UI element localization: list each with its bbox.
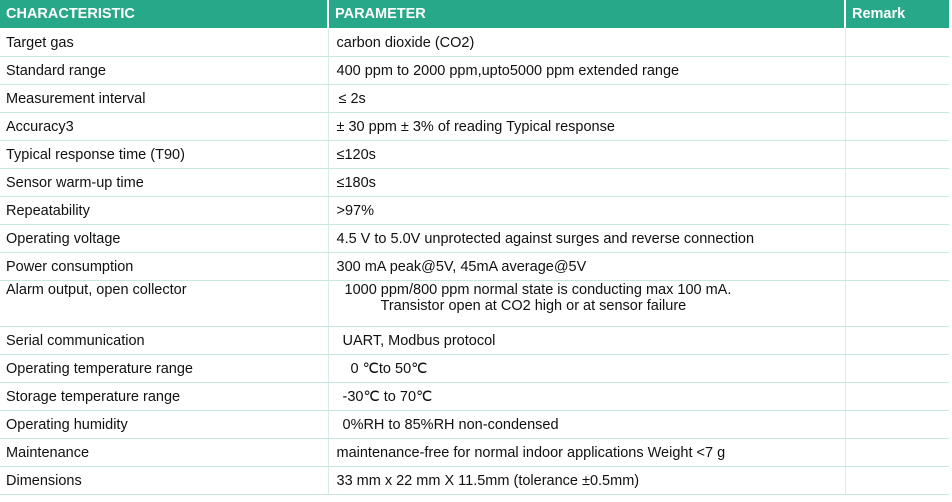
parameter-line: 4.5 V to 5.0V unprotected against surges… <box>336 230 755 247</box>
parameter-line: UART, Modbus protocol <box>342 332 496 349</box>
remark-cell <box>845 280 949 327</box>
parameter-cell: 300 mA peak@5V, 45mA average@5V <box>328 252 846 281</box>
table-row: Measurement interval ≤ 2s <box>0 84 949 113</box>
header-parameter: PARAMETER <box>328 0 846 29</box>
table-row: Maintenance maintenance-free for normal i… <box>0 438 949 467</box>
remark-cell <box>845 326 949 355</box>
table-row: Operating voltage 4.5 V to 5.0V unprotect… <box>0 224 949 253</box>
parameter-line: carbon dioxide (CO2) <box>336 34 475 51</box>
characteristic-cell: Serial communication <box>0 326 329 355</box>
parameter-cell: maintenance-free for normal indoor appli… <box>328 438 846 467</box>
parameter-line: 1000 ppm/800 ppm normal state is conduct… <box>344 282 732 298</box>
characteristic-cell: Standard range <box>0 56 329 85</box>
table-row: Repeatability >97% <box>0 196 949 225</box>
parameter-line: -30℃ to 70℃ <box>342 388 433 405</box>
remark-cell <box>845 354 949 383</box>
characteristic-cell: Target gas <box>0 28 329 57</box>
remark-cell <box>845 438 949 467</box>
parameter-cell: 1000 ppm/800 ppm normal state is conduct… <box>328 280 846 327</box>
parameter-cell: 0 ℃to 50℃ <box>328 354 846 383</box>
table-row: Serial communication UART, Modbus protoco… <box>0 326 949 355</box>
characteristic-cell: Operating humidity <box>0 410 329 439</box>
remark-cell <box>845 382 949 411</box>
parameter-line: ± 30 ppm ± 3% of reading Typical respons… <box>336 118 615 135</box>
characteristic-cell: Typical response time (T90) <box>0 140 329 169</box>
table-row: Target gas carbon dioxide (CO2) <box>0 28 949 57</box>
characteristic-cell: Repeatability <box>0 196 329 225</box>
characteristic-cell: Sensor warm-up time <box>0 168 329 197</box>
header-row: CHARACTERISTIC PARAMETER Remark <box>0 0 949 29</box>
header-remark: Remark <box>845 0 949 29</box>
parameter-cell: 0%RH to 85%RH non-condensed <box>328 410 846 439</box>
table-row: Dimensions 33 mm x 22 mm X 11.5mm (tolera… <box>0 466 949 495</box>
spec-table-body: Target gas carbon dioxide (CO2) Standard r… <box>0 28 949 495</box>
table-row: Storage temperature range -30℃ to 70℃ <box>0 382 949 411</box>
parameter-line: 33 mm x 22 mm X 11.5mm (tolerance ±0.5mm… <box>336 472 640 489</box>
parameter-line: ≤ 2s <box>338 90 366 107</box>
characteristic-cell: Measurement interval <box>0 84 329 113</box>
parameter-cell: 33 mm x 22 mm X 11.5mm (tolerance ±0.5mm… <box>328 466 846 495</box>
remark-cell <box>845 224 949 253</box>
characteristic-cell: Operating voltage <box>0 224 329 253</box>
parameter-cell: -30℃ to 70℃ <box>328 382 846 411</box>
parameter-cell: ± 30 ppm ± 3% of reading Typical respons… <box>328 112 846 141</box>
parameter-cell: ≤180s <box>328 168 846 197</box>
characteristic-cell: Operating temperature range <box>0 354 329 383</box>
parameter-line: 400 ppm to 2000 ppm,upto5000 ppm extende… <box>336 62 680 79</box>
remark-cell <box>845 112 949 141</box>
remark-cell <box>845 56 949 85</box>
characteristic-cell: Accuracy3 <box>0 112 329 141</box>
parameter-cell: >97% <box>328 196 846 225</box>
parameter-line: ≤180s <box>336 174 376 191</box>
remark-cell <box>845 410 949 439</box>
parameter-line: Transistor open at CO2 high or at sensor… <box>380 298 687 314</box>
parameter-line: maintenance-free for normal indoor appli… <box>336 444 726 461</box>
characteristic-cell: Maintenance <box>0 438 329 467</box>
spec-table-header: CHARACTERISTIC PARAMETER Remark <box>0 0 949 29</box>
parameter-cell: UART, Modbus protocol <box>328 326 846 355</box>
table-row: Accuracy3 ± 30 ppm ± 3% of reading Typica… <box>0 112 949 141</box>
remark-cell <box>845 466 949 495</box>
table-row: Typical response time (T90) ≤120s <box>0 140 949 169</box>
parameter-line: >97% <box>336 202 375 219</box>
characteristic-cell: Dimensions <box>0 466 329 495</box>
parameter-cell: 4.5 V to 5.0V unprotected against surges… <box>328 224 846 253</box>
table-row: Standard range 400 ppm to 2000 ppm,upto50… <box>0 56 949 85</box>
table-row: Power consumption 300 mA peak@5V, 45mA av… <box>0 252 949 281</box>
table-row: Sensor warm-up time ≤180s <box>0 168 949 197</box>
parameter-cell: ≤120s <box>328 140 846 169</box>
characteristic-cell: Power consumption <box>0 252 329 281</box>
parameter-cell: ≤ 2s <box>328 84 846 113</box>
remark-cell <box>845 28 949 57</box>
remark-cell <box>845 140 949 169</box>
remark-cell <box>845 84 949 113</box>
characteristic-cell: Storage temperature range <box>0 382 329 411</box>
remark-cell <box>845 252 949 281</box>
parameter-line: ≤120s <box>336 146 376 163</box>
parameter-cell: 400 ppm to 2000 ppm,upto5000 ppm extende… <box>328 56 846 85</box>
parameter-line: 0%RH to 85%RH non-condensed <box>342 416 559 433</box>
table-row: Operating temperature range 0 ℃to 50℃ <box>0 354 949 383</box>
parameter-cell: carbon dioxide (CO2) <box>328 28 846 57</box>
characteristic-cell: Alarm output, open collector <box>0 280 329 327</box>
remark-cell <box>845 168 949 197</box>
header-characteristic: CHARACTERISTIC <box>0 0 329 29</box>
parameter-line: 0 ℃to 50℃ <box>350 360 428 377</box>
remark-cell <box>845 196 949 225</box>
parameter-line: 300 mA peak@5V, 45mA average@5V <box>336 258 587 275</box>
table-row: Alarm output, open collector 1000 ppm/800… <box>0 280 949 327</box>
table-row: Operating humidity 0%RH to 85%RH non-cond… <box>0 410 949 439</box>
